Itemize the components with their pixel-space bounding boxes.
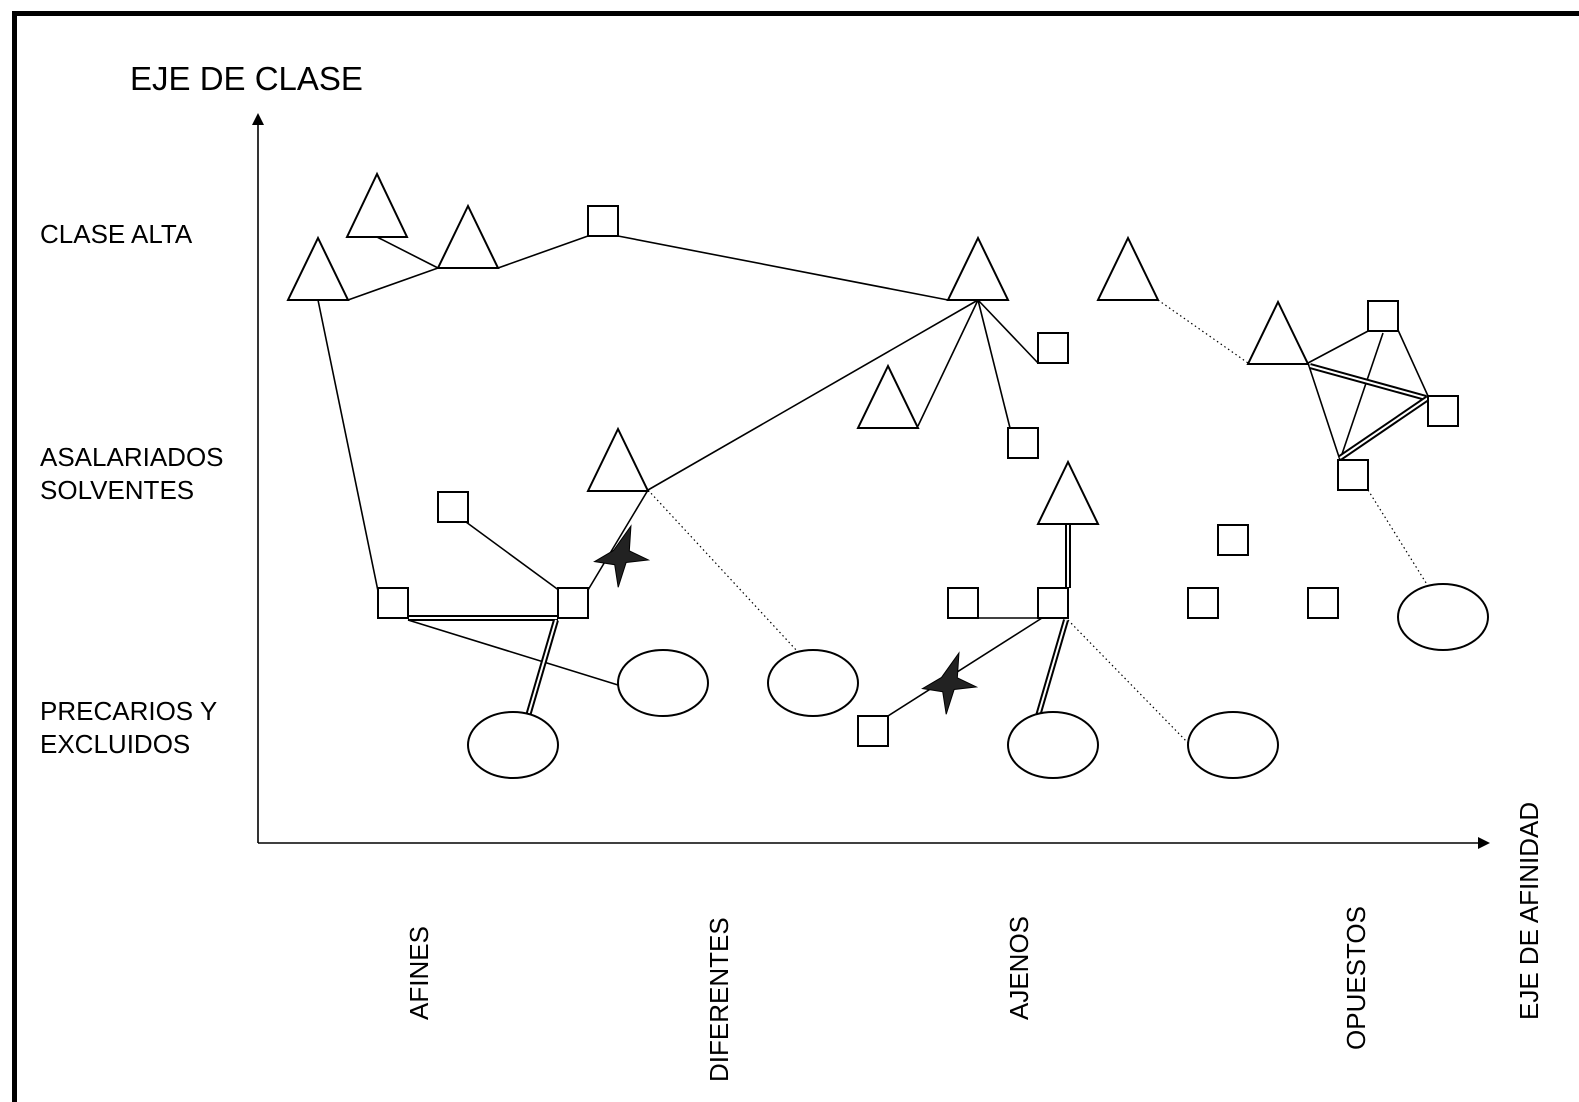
link bbox=[1307, 329, 1371, 364]
star-markers bbox=[593, 524, 979, 715]
square-node bbox=[437, 491, 469, 523]
y-axis-title: EJE DE CLASE bbox=[130, 60, 363, 97]
square-node bbox=[1337, 459, 1369, 491]
x-category-opuestos: OPUESTOS bbox=[1341, 906, 1371, 1050]
square-node bbox=[1307, 587, 1339, 619]
square-nodes bbox=[377, 205, 1459, 747]
strong-link bbox=[1338, 395, 1430, 461]
square-node bbox=[1187, 587, 1219, 619]
level-label-asalariados: ASALARIADOS SOLVENTES bbox=[40, 442, 231, 505]
x-category-ajenos: AJENOS bbox=[1004, 916, 1034, 1020]
ellipse-node bbox=[1187, 711, 1279, 779]
link bbox=[407, 619, 619, 686]
link bbox=[917, 299, 979, 427]
triangle-node bbox=[436, 203, 500, 269]
square-node bbox=[947, 587, 979, 619]
level-label-line: PRECARIOS Y bbox=[40, 696, 217, 726]
solid-links bbox=[317, 235, 1429, 717]
ellipse-node bbox=[1397, 583, 1489, 651]
level-label-precarios: PRECARIOS Y EXCLUIDOS bbox=[40, 696, 224, 759]
level-label-clase-alta: CLASE ALTA bbox=[40, 219, 193, 249]
link bbox=[587, 489, 649, 591]
link bbox=[317, 299, 379, 592]
square-node bbox=[1037, 332, 1069, 364]
x-axis-title: EJE DE AFINIDAD bbox=[1514, 802, 1544, 1020]
ellipse-nodes bbox=[467, 583, 1489, 779]
triangle-node bbox=[1246, 299, 1310, 365]
diagram-frame bbox=[12, 11, 1579, 1102]
link bbox=[1397, 329, 1429, 397]
square-node bbox=[377, 587, 409, 619]
triangle-node bbox=[586, 426, 650, 492]
square-node bbox=[557, 587, 589, 619]
weak-link bbox=[1367, 489, 1429, 587]
star-icon bbox=[593, 524, 651, 588]
triangle-node bbox=[345, 171, 409, 238]
weak-link bbox=[1157, 299, 1249, 364]
square-node bbox=[1427, 395, 1459, 427]
ellipse-node bbox=[617, 649, 709, 717]
square-node bbox=[857, 715, 889, 747]
link bbox=[465, 521, 561, 592]
level-label-line: CLASE ALTA bbox=[40, 219, 193, 249]
level-label-line: EXCLUIDOS bbox=[40, 729, 190, 759]
link bbox=[977, 299, 1011, 429]
link bbox=[497, 235, 589, 269]
triangle-node bbox=[1036, 459, 1100, 525]
square-node bbox=[1007, 427, 1039, 459]
star-icon bbox=[921, 651, 979, 715]
triangle-node bbox=[1096, 235, 1160, 301]
link bbox=[617, 235, 949, 301]
square-node bbox=[1217, 524, 1249, 556]
level-label-line: SOLVENTES bbox=[40, 475, 194, 505]
strong-link bbox=[1309, 363, 1427, 401]
strong-link bbox=[525, 619, 559, 717]
link bbox=[376, 236, 439, 269]
square-node bbox=[1037, 587, 1069, 619]
ellipse-node bbox=[467, 711, 559, 779]
triangle-node bbox=[946, 235, 1010, 301]
level-label-line: ASALARIADOS bbox=[40, 442, 224, 472]
strong-links bbox=[408, 363, 1430, 717]
triangle-node bbox=[286, 235, 350, 301]
ellipse-node bbox=[767, 649, 859, 717]
link bbox=[647, 299, 979, 491]
ellipse-node bbox=[1007, 711, 1099, 779]
link bbox=[977, 299, 1039, 364]
link bbox=[887, 617, 1043, 717]
square-node bbox=[1367, 300, 1399, 332]
link bbox=[347, 267, 439, 301]
triangle-node bbox=[856, 363, 920, 429]
triangle-nodes bbox=[286, 171, 1310, 525]
strong-link bbox=[1035, 619, 1069, 717]
link bbox=[1307, 362, 1341, 461]
x-category-diferentes: DIFERENTES bbox=[704, 917, 734, 1082]
weak-link bbox=[647, 489, 799, 653]
square-node bbox=[587, 205, 619, 237]
weak-links bbox=[647, 299, 1429, 746]
link bbox=[1339, 332, 1384, 461]
x-category-afines: AFINES bbox=[404, 926, 434, 1020]
